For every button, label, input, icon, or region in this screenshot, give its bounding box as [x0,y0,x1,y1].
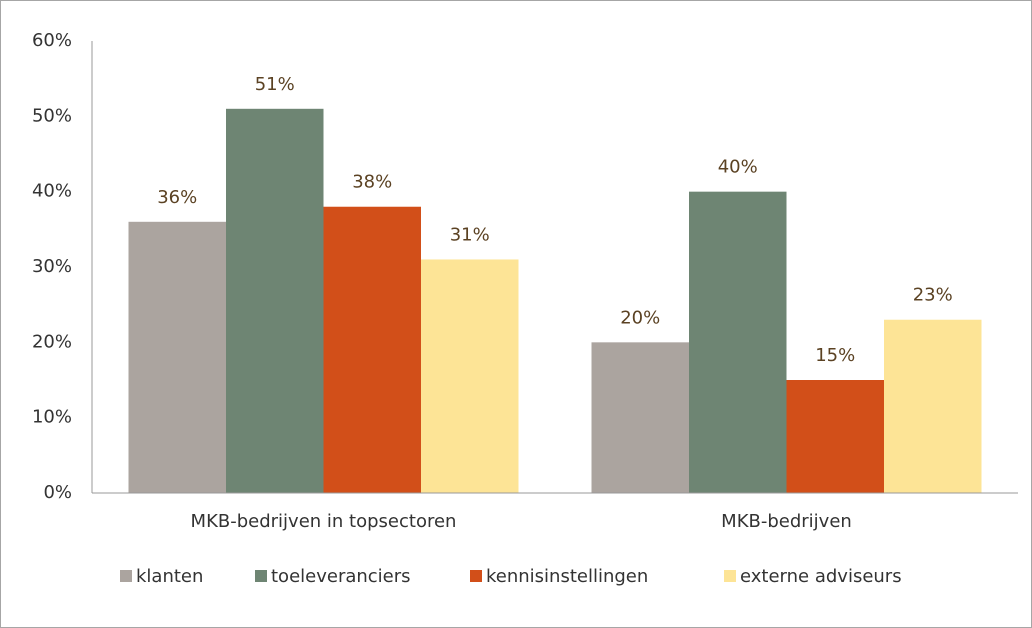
y-tick-label: 60% [32,30,72,51]
bar [884,319,982,493]
value-label: 20% [620,307,660,328]
y-tick-label: 40% [32,181,72,202]
legend-label: externe adviseurs [740,566,902,587]
legend-label: klanten [136,566,203,587]
bar [591,342,689,493]
bar [128,221,226,494]
value-label: 31% [450,224,490,245]
bar [226,108,324,494]
y-tick-label: 20% [32,331,72,352]
value-label: 15% [815,345,855,366]
bar [421,259,519,493]
x-tick-label: MKB-bedrijven [721,511,852,532]
value-label: 51% [255,74,295,95]
legend-label: toeleveranciers [271,566,411,587]
legend-swatch [255,570,267,582]
legend-label: kennisinstellingen [486,566,648,587]
bar [689,191,787,493]
x-tick-label: MKB-bedrijven in topsectoren [191,511,457,532]
bar [786,380,884,493]
value-label: 23% [913,285,953,306]
value-label: 38% [352,172,392,193]
value-label: 36% [157,187,197,208]
legend-swatch [724,570,736,582]
y-tick-label: 10% [32,407,72,428]
legend-swatch [470,570,482,582]
legend-swatch [120,570,132,582]
y-tick-label: 0% [43,482,72,503]
bar [323,206,421,493]
y-tick-label: 30% [32,256,72,277]
y-tick-label: 50% [32,105,72,126]
value-label: 40% [718,157,758,178]
